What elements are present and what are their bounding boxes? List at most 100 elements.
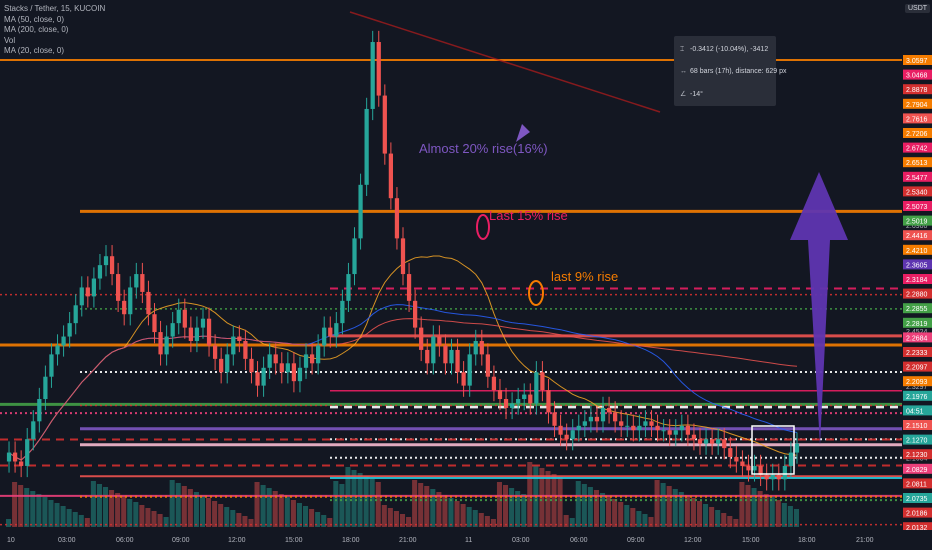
volume-bar	[218, 504, 224, 527]
volume-bar	[545, 471, 551, 527]
candle-body	[606, 407, 612, 413]
volume-bar	[48, 500, 54, 527]
volume-bar	[484, 516, 490, 527]
y-tick-label: 2.3297	[906, 384, 928, 391]
volume-bar	[248, 519, 254, 527]
candle-body	[237, 336, 242, 342]
candle-body	[679, 425, 684, 431]
volume-bar	[24, 488, 30, 527]
candle-body	[109, 256, 115, 275]
candle-body	[649, 421, 654, 426]
volume-bar	[175, 483, 181, 527]
volume-bar	[424, 486, 430, 527]
price-label: 04:51	[906, 408, 924, 415]
volume-bar	[302, 506, 309, 527]
chart-legend: Stacks / Tether, 15, KUCOIN MA (50, clos…	[4, 4, 105, 57]
candle-body	[25, 439, 30, 466]
x-tick-label: 12:00	[228, 537, 246, 544]
volume-bar	[593, 490, 599, 527]
candle-body	[443, 345, 448, 364]
candle-body	[170, 323, 175, 337]
candle-body	[37, 399, 42, 422]
price-label: 2.5340	[906, 189, 928, 196]
volume-bar	[224, 507, 230, 527]
volume-bar	[478, 513, 484, 527]
volume-bar	[296, 503, 302, 527]
volume-bar	[90, 481, 96, 527]
candle-body	[425, 349, 430, 364]
price-label: 3.0468	[906, 73, 928, 80]
volume-bar	[672, 489, 678, 527]
candle-body	[231, 336, 236, 355]
volume-bar	[733, 519, 739, 527]
volume-bar	[315, 512, 321, 527]
price-label-bg	[903, 303, 932, 314]
volume-bar	[454, 501, 460, 527]
ma-line-200	[8, 318, 798, 461]
candle-body	[776, 474, 781, 480]
candle-body	[788, 452, 794, 466]
volume-bar	[599, 493, 606, 527]
volume-bar	[381, 505, 387, 527]
price-label-bg	[903, 507, 932, 518]
volume-bar	[387, 508, 393, 527]
candle-body	[667, 430, 672, 435]
volume-bar	[696, 501, 703, 527]
candle-body	[97, 265, 103, 279]
price-label-bg	[903, 157, 932, 168]
volume-bar	[630, 508, 636, 527]
volume-bar	[624, 505, 630, 527]
price-label: 2.5073	[906, 204, 928, 211]
volume-bar	[102, 487, 109, 527]
candle-body	[176, 309, 181, 324]
volume-bar	[666, 486, 672, 527]
x-tick-label: 09:00	[172, 537, 190, 544]
candle-body	[382, 95, 387, 154]
candle-body	[419, 327, 424, 350]
candle-body	[734, 457, 739, 462]
candle-body	[19, 461, 24, 466]
volume-bar	[42, 497, 48, 527]
volume-bar	[715, 510, 721, 527]
price-label: 3.0597	[906, 58, 928, 65]
price-label: 2.3184	[906, 277, 928, 284]
candle-body	[558, 425, 563, 435]
x-tick-label: 18:00	[342, 537, 360, 544]
x-tick-label: 15:00	[285, 537, 303, 544]
y-tick-label: 2.1684	[906, 456, 928, 463]
volume-bar	[157, 514, 163, 527]
candle-body	[206, 318, 212, 346]
currency-badge[interactable]: USDT	[905, 4, 931, 13]
volume-bar	[369, 479, 375, 527]
candle-body	[334, 323, 339, 337]
up-arrow-icon	[790, 172, 848, 445]
price-label: 2.0811	[906, 481, 927, 488]
highlight-box	[751, 425, 795, 475]
volume-bar	[642, 514, 648, 527]
price-label: 2.8878	[906, 87, 928, 94]
candle-body	[12, 452, 18, 462]
candle-body	[594, 416, 600, 422]
price-label-bg	[903, 288, 932, 299]
price-label-bg	[903, 186, 932, 197]
price-label: 2.1976	[906, 394, 928, 401]
candle-body	[461, 372, 466, 386]
candle-body	[740, 461, 745, 466]
volume-bar	[6, 519, 12, 527]
candle-body	[91, 278, 97, 297]
price-axis: 3.30002.69002.45242.32972.23992.16843.05…	[902, 0, 932, 550]
volume-bar	[139, 505, 145, 527]
volume-bar	[84, 518, 90, 527]
candle-body	[370, 42, 375, 109]
volume-bar	[575, 481, 581, 527]
volume-bar	[406, 517, 412, 527]
candle-body	[340, 300, 345, 324]
volume-bar	[121, 496, 127, 527]
measure-angle: -14°	[690, 91, 703, 98]
candle-body	[67, 323, 72, 337]
legend-ma20: MA (20, close, 0)	[4, 46, 65, 55]
candle-body	[158, 332, 163, 355]
volume-bar	[109, 490, 115, 527]
price-label: 2.3605	[906, 262, 928, 269]
